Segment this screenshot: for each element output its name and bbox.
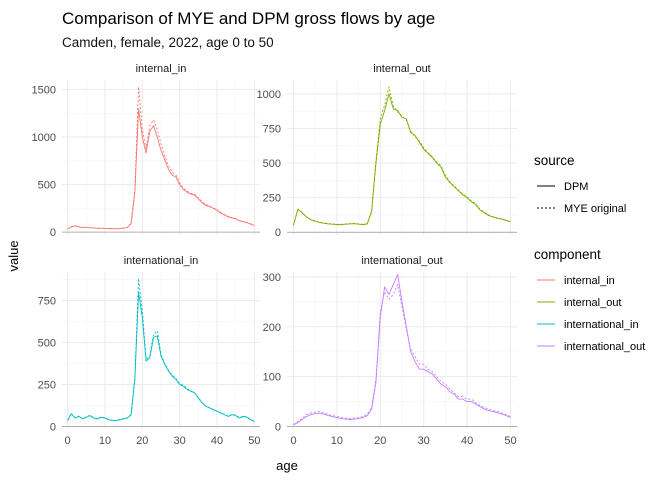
y-tick-label: 0 <box>275 422 281 434</box>
y-tick-label: 100 <box>263 372 281 384</box>
facet-panel-internal-out: 0 250 500 750 1000 internal_out <box>257 63 517 239</box>
y-tick-label: 750 <box>38 296 56 308</box>
facet-strip-label: international_out <box>361 255 442 267</box>
y-tick-label: 250 <box>263 193 281 205</box>
x-tick-label: 20 <box>374 435 386 447</box>
x-tick-label: 50 <box>248 435 260 447</box>
y-axis-title: value <box>6 240 21 271</box>
y-tick-label: 0 <box>50 227 56 239</box>
y-tick-label: 500 <box>38 180 56 192</box>
x-tick-label: 0 <box>65 435 71 447</box>
legend-label: DPM <box>564 181 588 193</box>
x-tick-label: 10 <box>331 435 343 447</box>
series-line-international-in-mye-original <box>67 278 255 422</box>
y-tick-label: 200 <box>263 322 281 334</box>
legend-label: internal_in <box>564 275 615 287</box>
legend-label: MYE original <box>564 203 626 215</box>
x-axis-title: age <box>276 458 298 473</box>
x-tick-label: 40 <box>211 435 223 447</box>
x-tick-label: 30 <box>418 435 430 447</box>
y-tick-label: 500 <box>263 158 281 170</box>
y-tick-label: 1000 <box>32 132 56 144</box>
legend-label: internal_out <box>564 297 622 309</box>
chart-subtitle: Camden, female, 2022, age 0 to 50 <box>62 35 274 50</box>
y-tick-label: 250 <box>38 380 56 392</box>
series-line-internal-out-mye-original <box>293 86 511 226</box>
legend: source DPM MYE original component internal_i… <box>534 153 645 353</box>
series-line-internal-in-mye-original <box>67 86 255 230</box>
facet-panel-international-out: 0 10 20 30 40 50 0 100 200 300 international_out <box>263 255 517 447</box>
legend-label: international_out <box>564 341 645 353</box>
facet-panel-internal-in: 0 500 1000 1500 internal_in <box>32 63 260 239</box>
y-tick-label: 0 <box>50 421 56 433</box>
x-tick-label: 0 <box>290 435 296 447</box>
legend-label: international_in <box>564 319 639 331</box>
chart-title: Comparison of MYE and DPM gross flows by… <box>62 9 435 28</box>
y-tick-label: 500 <box>38 338 56 350</box>
facet-panels: 050010001500internal_in02505007501000int… <box>32 63 517 447</box>
y-tick-label: 300 <box>263 272 281 284</box>
x-tick-label: 20 <box>136 435 148 447</box>
x-tick-label: 30 <box>174 435 186 447</box>
y-tick-label: 750 <box>263 123 281 135</box>
x-tick-label: 40 <box>461 435 473 447</box>
facet-strip-label: international_in <box>124 255 199 267</box>
facet-strip-label: internal_in <box>136 63 187 75</box>
legend-title: component <box>534 247 601 262</box>
x-tick-label: 10 <box>99 435 111 447</box>
series-line-international-out-dpm <box>293 274 511 426</box>
y-tick-label: 0 <box>275 227 281 239</box>
legend-title: source <box>534 153 575 168</box>
series-line-international-out-mye-original <box>293 284 511 425</box>
y-tick-label: 1500 <box>32 85 56 97</box>
x-tick-label: 50 <box>504 435 516 447</box>
facet-strip-label: internal_out <box>373 63 431 75</box>
y-tick-label: 1000 <box>257 89 281 101</box>
